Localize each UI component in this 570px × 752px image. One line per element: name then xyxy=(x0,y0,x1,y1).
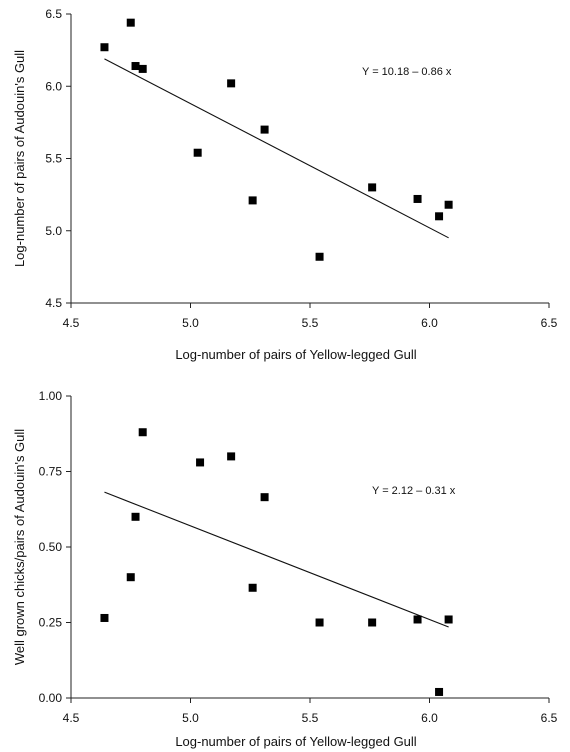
y-tick-label: 0.25 xyxy=(39,616,63,630)
y-axis-title: Well grown chicks/pairs of Audouin's Gul… xyxy=(12,429,27,665)
x-axis-title: Log-number of pairs of Yellow-legged Gul… xyxy=(175,347,416,362)
data-point xyxy=(368,618,377,627)
data-point xyxy=(193,148,202,157)
y-tick-label: 0.50 xyxy=(39,540,63,554)
regression-line xyxy=(104,58,449,239)
data-point xyxy=(100,613,109,622)
data-point xyxy=(248,583,257,592)
x-tick-label: 4.5 xyxy=(63,711,80,725)
x-tick-label: 5.0 xyxy=(182,711,199,725)
y-tick-label: 0.00 xyxy=(39,691,63,705)
data-point xyxy=(138,64,147,73)
regression-line xyxy=(104,491,449,628)
data-point xyxy=(444,200,453,209)
data-point xyxy=(435,687,444,696)
chart-audouin-chicks: 4.5 5.0 5.5 6.0 6.5 0.00 0.25 0.50 0.75 1.00 Log-n… xyxy=(12,389,558,749)
x-tick-label: 4.5 xyxy=(63,316,80,330)
data-point xyxy=(126,573,135,582)
y-tick-label: 0.75 xyxy=(39,465,63,479)
x-axis-title: Log-number of pairs of Yellow-legged Gul… xyxy=(175,734,416,749)
y-tick-label: 5.5 xyxy=(45,152,62,166)
data-point xyxy=(413,615,422,624)
data-point xyxy=(315,252,324,261)
data-point xyxy=(248,196,257,205)
x-tick-label: 5.5 xyxy=(302,711,319,725)
data-point xyxy=(315,618,324,627)
data-point xyxy=(126,18,135,27)
regression-equation: Y = 10.18 – 0.86 x xyxy=(362,66,452,78)
x-tick-label: 6.5 xyxy=(541,316,558,330)
data-point xyxy=(227,79,236,88)
y-tick-label: 5.0 xyxy=(45,224,62,238)
x-tick-label: 6.0 xyxy=(421,711,438,725)
data-point xyxy=(138,428,147,437)
x-tick-label: 5.5 xyxy=(302,316,319,330)
x-tick-label: 6.5 xyxy=(541,711,558,725)
y-axis-title: Log-number of pairs of Audouin's Gull xyxy=(12,50,27,267)
chart-audouin-pairs: 4.5 5.0 5.5 6.0 6.5 4.5 5.0 5.5 6.0 6.5 Log-number… xyxy=(12,7,558,362)
data-point xyxy=(260,493,269,502)
data-point xyxy=(435,212,444,221)
y-tick-label: 4.5 xyxy=(45,296,62,310)
y-tick-label: 1.00 xyxy=(39,389,63,403)
data-point xyxy=(260,125,269,134)
data-point xyxy=(368,183,377,192)
regression-equation: Y = 2.12 – 0.31 x xyxy=(372,485,456,497)
y-tick-label: 6.0 xyxy=(45,79,62,93)
data-point xyxy=(413,194,422,203)
y-tick-label: 6.5 xyxy=(45,7,62,21)
data-point xyxy=(131,62,140,71)
x-tick-label: 5.0 xyxy=(182,316,199,330)
data-point xyxy=(100,43,109,52)
data-point xyxy=(131,512,140,521)
data-point xyxy=(196,458,205,467)
data-point xyxy=(227,452,236,461)
data-point xyxy=(444,615,453,624)
x-tick-label: 6.0 xyxy=(421,316,438,330)
